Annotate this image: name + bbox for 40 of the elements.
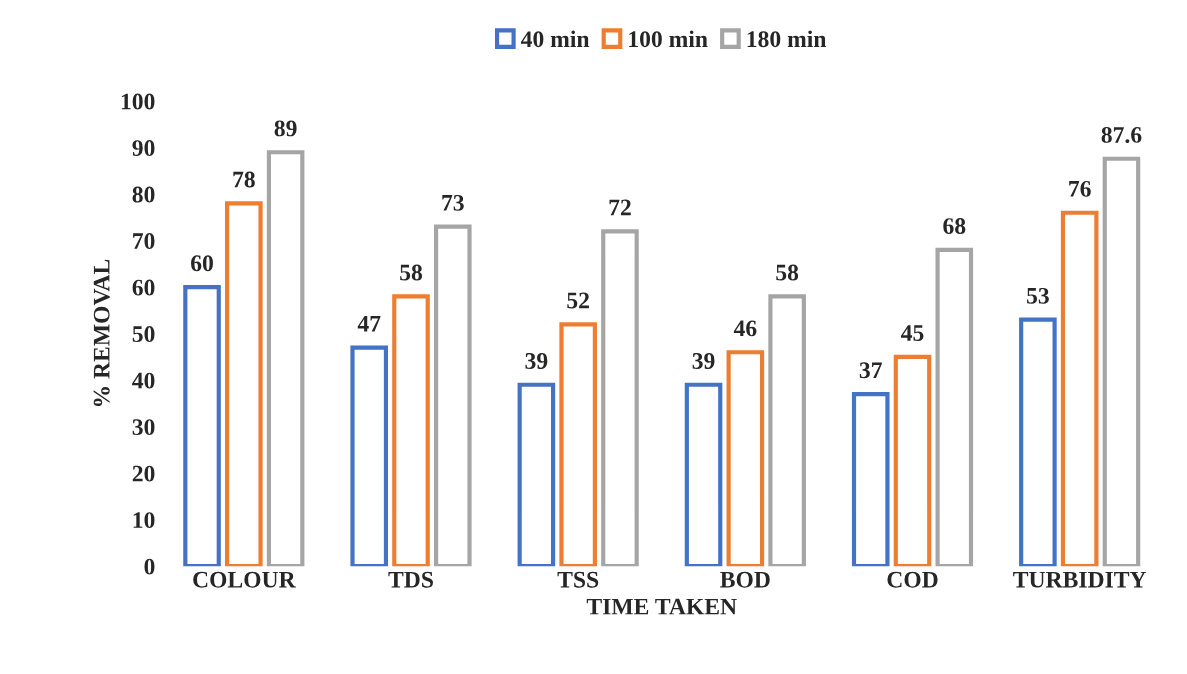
- data-label: 78: [233, 171, 255, 188]
- y-tick-label: 30: [132, 419, 155, 436]
- data-label: 87.6: [1101, 126, 1142, 143]
- y-tick-label: 20: [132, 465, 155, 482]
- x-tick-label: COLOUR: [193, 571, 296, 588]
- data-label: 68: [943, 218, 966, 235]
- data-label: 89: [274, 120, 297, 137]
- y-tick-label: 0: [144, 558, 155, 575]
- data-label: 58: [400, 264, 423, 281]
- data-label: 76: [1069, 180, 1091, 197]
- data-label: 39: [692, 353, 715, 369]
- data-label: 72: [609, 199, 631, 216]
- data-label: 45: [901, 325, 924, 341]
- y-tick-label: 50: [132, 326, 155, 343]
- y-tick-label: 90: [132, 140, 155, 157]
- data-label: 52: [567, 292, 589, 309]
- data-label: 73: [442, 194, 464, 211]
- data-label: 58: [776, 264, 799, 281]
- y-tick-label: 10: [133, 512, 155, 529]
- legend-label: 40 min: [520, 30, 590, 48]
- y-tick-label: 100: [121, 93, 155, 110]
- legend-label: 100 min: [629, 30, 708, 48]
- x-tick-label: TDS: [388, 571, 433, 588]
- x-tick-label: TSS: [557, 571, 599, 588]
- data-label: 46: [733, 320, 757, 337]
- data-label: 47: [357, 315, 381, 332]
- data-label: 37: [859, 362, 882, 379]
- x-axis-title: TIME TAKEN: [586, 598, 737, 615]
- y-axis-title: % REMOVAL: [93, 259, 110, 407]
- data-label: 39: [525, 353, 548, 369]
- y-tick-label: 80: [132, 186, 155, 203]
- x-tick-label: COD: [887, 571, 938, 588]
- data-label: 60: [191, 255, 213, 272]
- data-label: 53: [1027, 287, 1049, 304]
- legend-label: 180 min: [747, 30, 827, 48]
- y-tick-label: 70: [133, 233, 155, 250]
- x-tick-label: TURBIDITY: [1013, 571, 1147, 588]
- y-tick-label: 40: [132, 372, 155, 389]
- x-tick-label: BOD: [720, 571, 770, 588]
- y-tick-label: 60: [132, 279, 155, 296]
